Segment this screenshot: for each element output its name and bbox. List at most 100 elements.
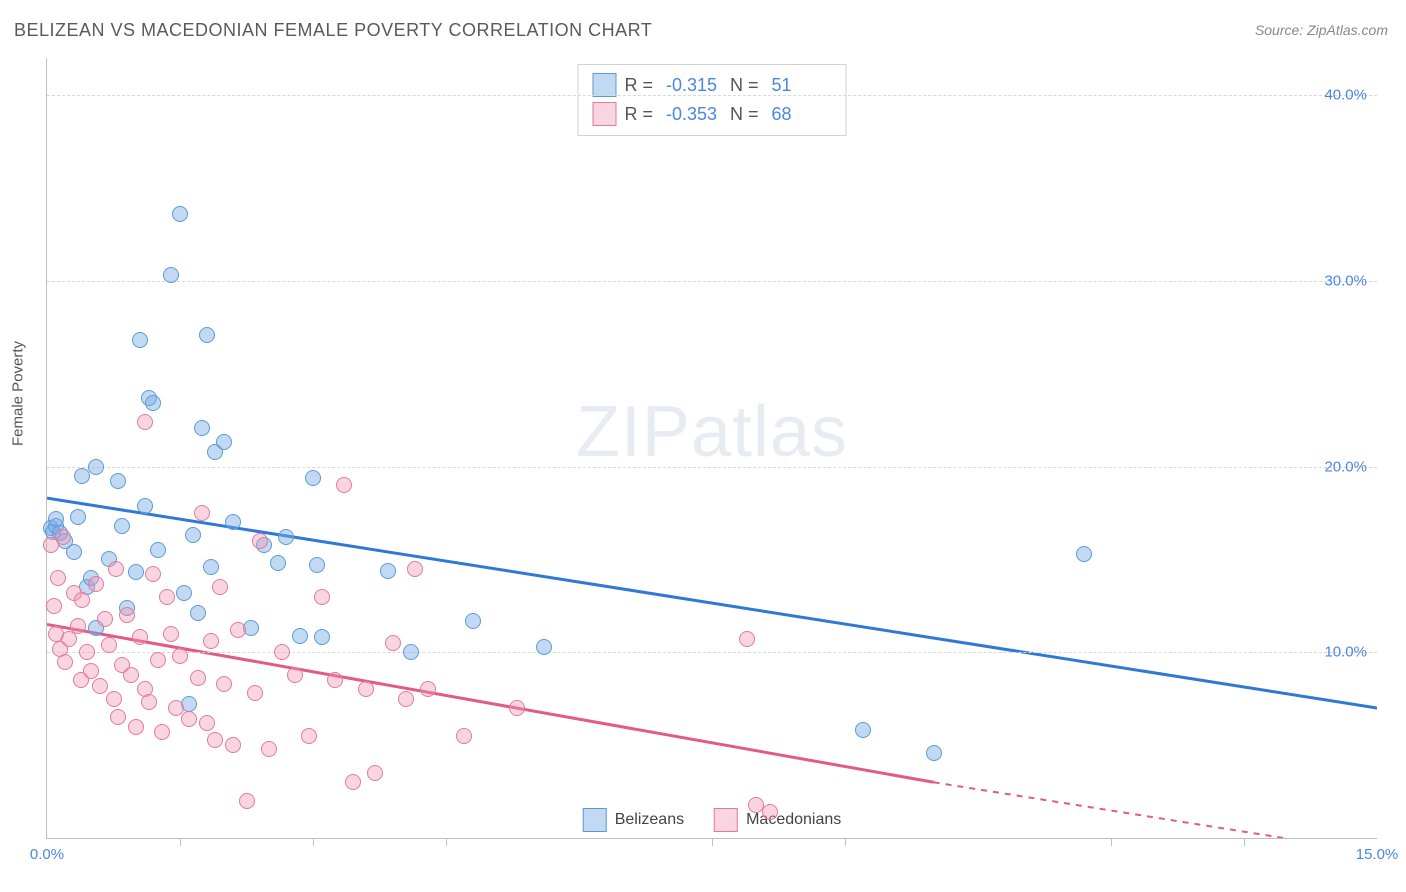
- data-point: [407, 561, 423, 577]
- data-point: [172, 648, 188, 664]
- data-point: [216, 676, 232, 692]
- legend-swatch-belizeans: [583, 808, 607, 832]
- data-point: [194, 505, 210, 521]
- data-point: [88, 459, 104, 475]
- data-point: [70, 618, 86, 634]
- data-point: [314, 629, 330, 645]
- x-tick: [446, 838, 447, 846]
- data-point: [926, 745, 942, 761]
- data-point: [141, 694, 157, 710]
- data-point: [106, 691, 122, 707]
- n-value-1: 68: [772, 100, 828, 129]
- data-point: [101, 637, 117, 653]
- data-point: [465, 613, 481, 629]
- data-point: [225, 737, 241, 753]
- data-point: [132, 332, 148, 348]
- data-point: [314, 589, 330, 605]
- watermark: ZIPatlas: [576, 391, 848, 473]
- data-point: [270, 555, 286, 571]
- chart-title: BELIZEAN VS MACEDONIAN FEMALE POVERTY CO…: [14, 20, 652, 41]
- data-point: [110, 473, 126, 489]
- legend-label-1: Macedonians: [746, 811, 841, 829]
- data-point: [123, 667, 139, 683]
- swatch-belizeans: [592, 73, 616, 97]
- legend-swatch-macedonians: [714, 808, 738, 832]
- data-point: [92, 678, 108, 694]
- data-point: [309, 557, 325, 573]
- data-point: [207, 732, 223, 748]
- data-point: [163, 267, 179, 283]
- data-point: [380, 563, 396, 579]
- data-point: [48, 511, 64, 527]
- data-point: [172, 206, 188, 222]
- data-point: [150, 542, 166, 558]
- data-point: [278, 529, 294, 545]
- data-point: [74, 592, 90, 608]
- r-value-1: -0.353: [666, 100, 722, 129]
- data-point: [420, 681, 436, 697]
- x-tick: [313, 838, 314, 846]
- data-point: [137, 414, 153, 430]
- scatter-chart: ZIPatlas R = -0.315 N = 51 R = -0.353 N …: [46, 58, 1377, 839]
- r-label-1: R =: [624, 100, 658, 129]
- data-point: [119, 607, 135, 623]
- data-point: [216, 434, 232, 450]
- legend-item-macedonians: Macedonians: [714, 808, 841, 832]
- y-tick-label: 30.0%: [1324, 272, 1367, 289]
- data-point: [110, 709, 126, 725]
- data-point: [274, 644, 290, 660]
- data-point: [199, 327, 215, 343]
- grid-line: [47, 652, 1377, 653]
- data-point: [855, 722, 871, 738]
- data-point: [327, 672, 343, 688]
- y-tick-label: 40.0%: [1324, 87, 1367, 104]
- data-point: [128, 564, 144, 580]
- data-point: [1076, 546, 1092, 562]
- data-point: [70, 509, 86, 525]
- data-point: [190, 670, 206, 686]
- data-point: [536, 639, 552, 655]
- data-point: [128, 719, 144, 735]
- data-point: [145, 566, 161, 582]
- data-point: [225, 514, 241, 530]
- data-point: [739, 631, 755, 647]
- data-point: [194, 420, 210, 436]
- x-tick: [712, 838, 713, 846]
- data-point: [292, 628, 308, 644]
- stats-row-macedonians: R = -0.353 N = 68: [592, 100, 827, 129]
- grid-line: [47, 95, 1377, 96]
- swatch-macedonians: [592, 102, 616, 126]
- data-point: [185, 527, 201, 543]
- legend-label-0: Belizeans: [615, 811, 684, 829]
- data-point: [159, 589, 175, 605]
- data-point: [154, 724, 170, 740]
- data-point: [137, 498, 153, 514]
- data-point: [305, 470, 321, 486]
- data-point: [163, 626, 179, 642]
- x-tick: [1111, 838, 1112, 846]
- x-label-right: 15.0%: [1356, 846, 1399, 863]
- data-point: [50, 570, 66, 586]
- trend-lines: [47, 58, 1377, 838]
- data-point: [176, 585, 192, 601]
- data-point: [385, 635, 401, 651]
- data-point: [367, 765, 383, 781]
- source-prefix: Source:: [1255, 22, 1307, 38]
- data-point: [55, 529, 71, 545]
- data-point: [398, 691, 414, 707]
- x-tick: [180, 838, 181, 846]
- stats-box: R = -0.315 N = 51 R = -0.353 N = 68: [577, 64, 846, 136]
- n-label-1: N =: [730, 100, 764, 129]
- data-point: [108, 561, 124, 577]
- y-tick-label: 10.0%: [1324, 644, 1367, 661]
- watermark-bold: ZIP: [576, 392, 691, 472]
- y-axis-title: Female Poverty: [10, 341, 27, 446]
- chart-container: BELIZEAN VS MACEDONIAN FEMALE POVERTY CO…: [0, 0, 1406, 892]
- data-point: [145, 395, 161, 411]
- data-point: [150, 652, 166, 668]
- grid-line: [47, 467, 1377, 468]
- legend-item-belizeans: Belizeans: [583, 808, 684, 832]
- data-point: [79, 644, 95, 660]
- data-point: [762, 804, 778, 820]
- data-point: [239, 793, 255, 809]
